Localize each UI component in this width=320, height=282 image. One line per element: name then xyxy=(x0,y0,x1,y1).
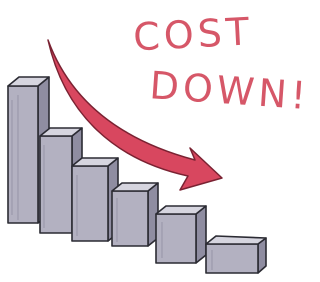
bar-side xyxy=(196,206,206,263)
illustration: COST DOWN! xyxy=(0,0,305,282)
headline-down: DOWN! xyxy=(148,63,305,118)
bar-front xyxy=(72,166,108,241)
bar-top xyxy=(156,206,206,214)
bar-front xyxy=(40,136,72,233)
headline-cost: COST xyxy=(132,9,254,59)
page: COST DOWN! xyxy=(0,0,305,282)
bar-front xyxy=(206,244,258,273)
bar-front xyxy=(8,86,38,223)
bar-top xyxy=(206,236,266,244)
bar-front xyxy=(112,191,148,246)
